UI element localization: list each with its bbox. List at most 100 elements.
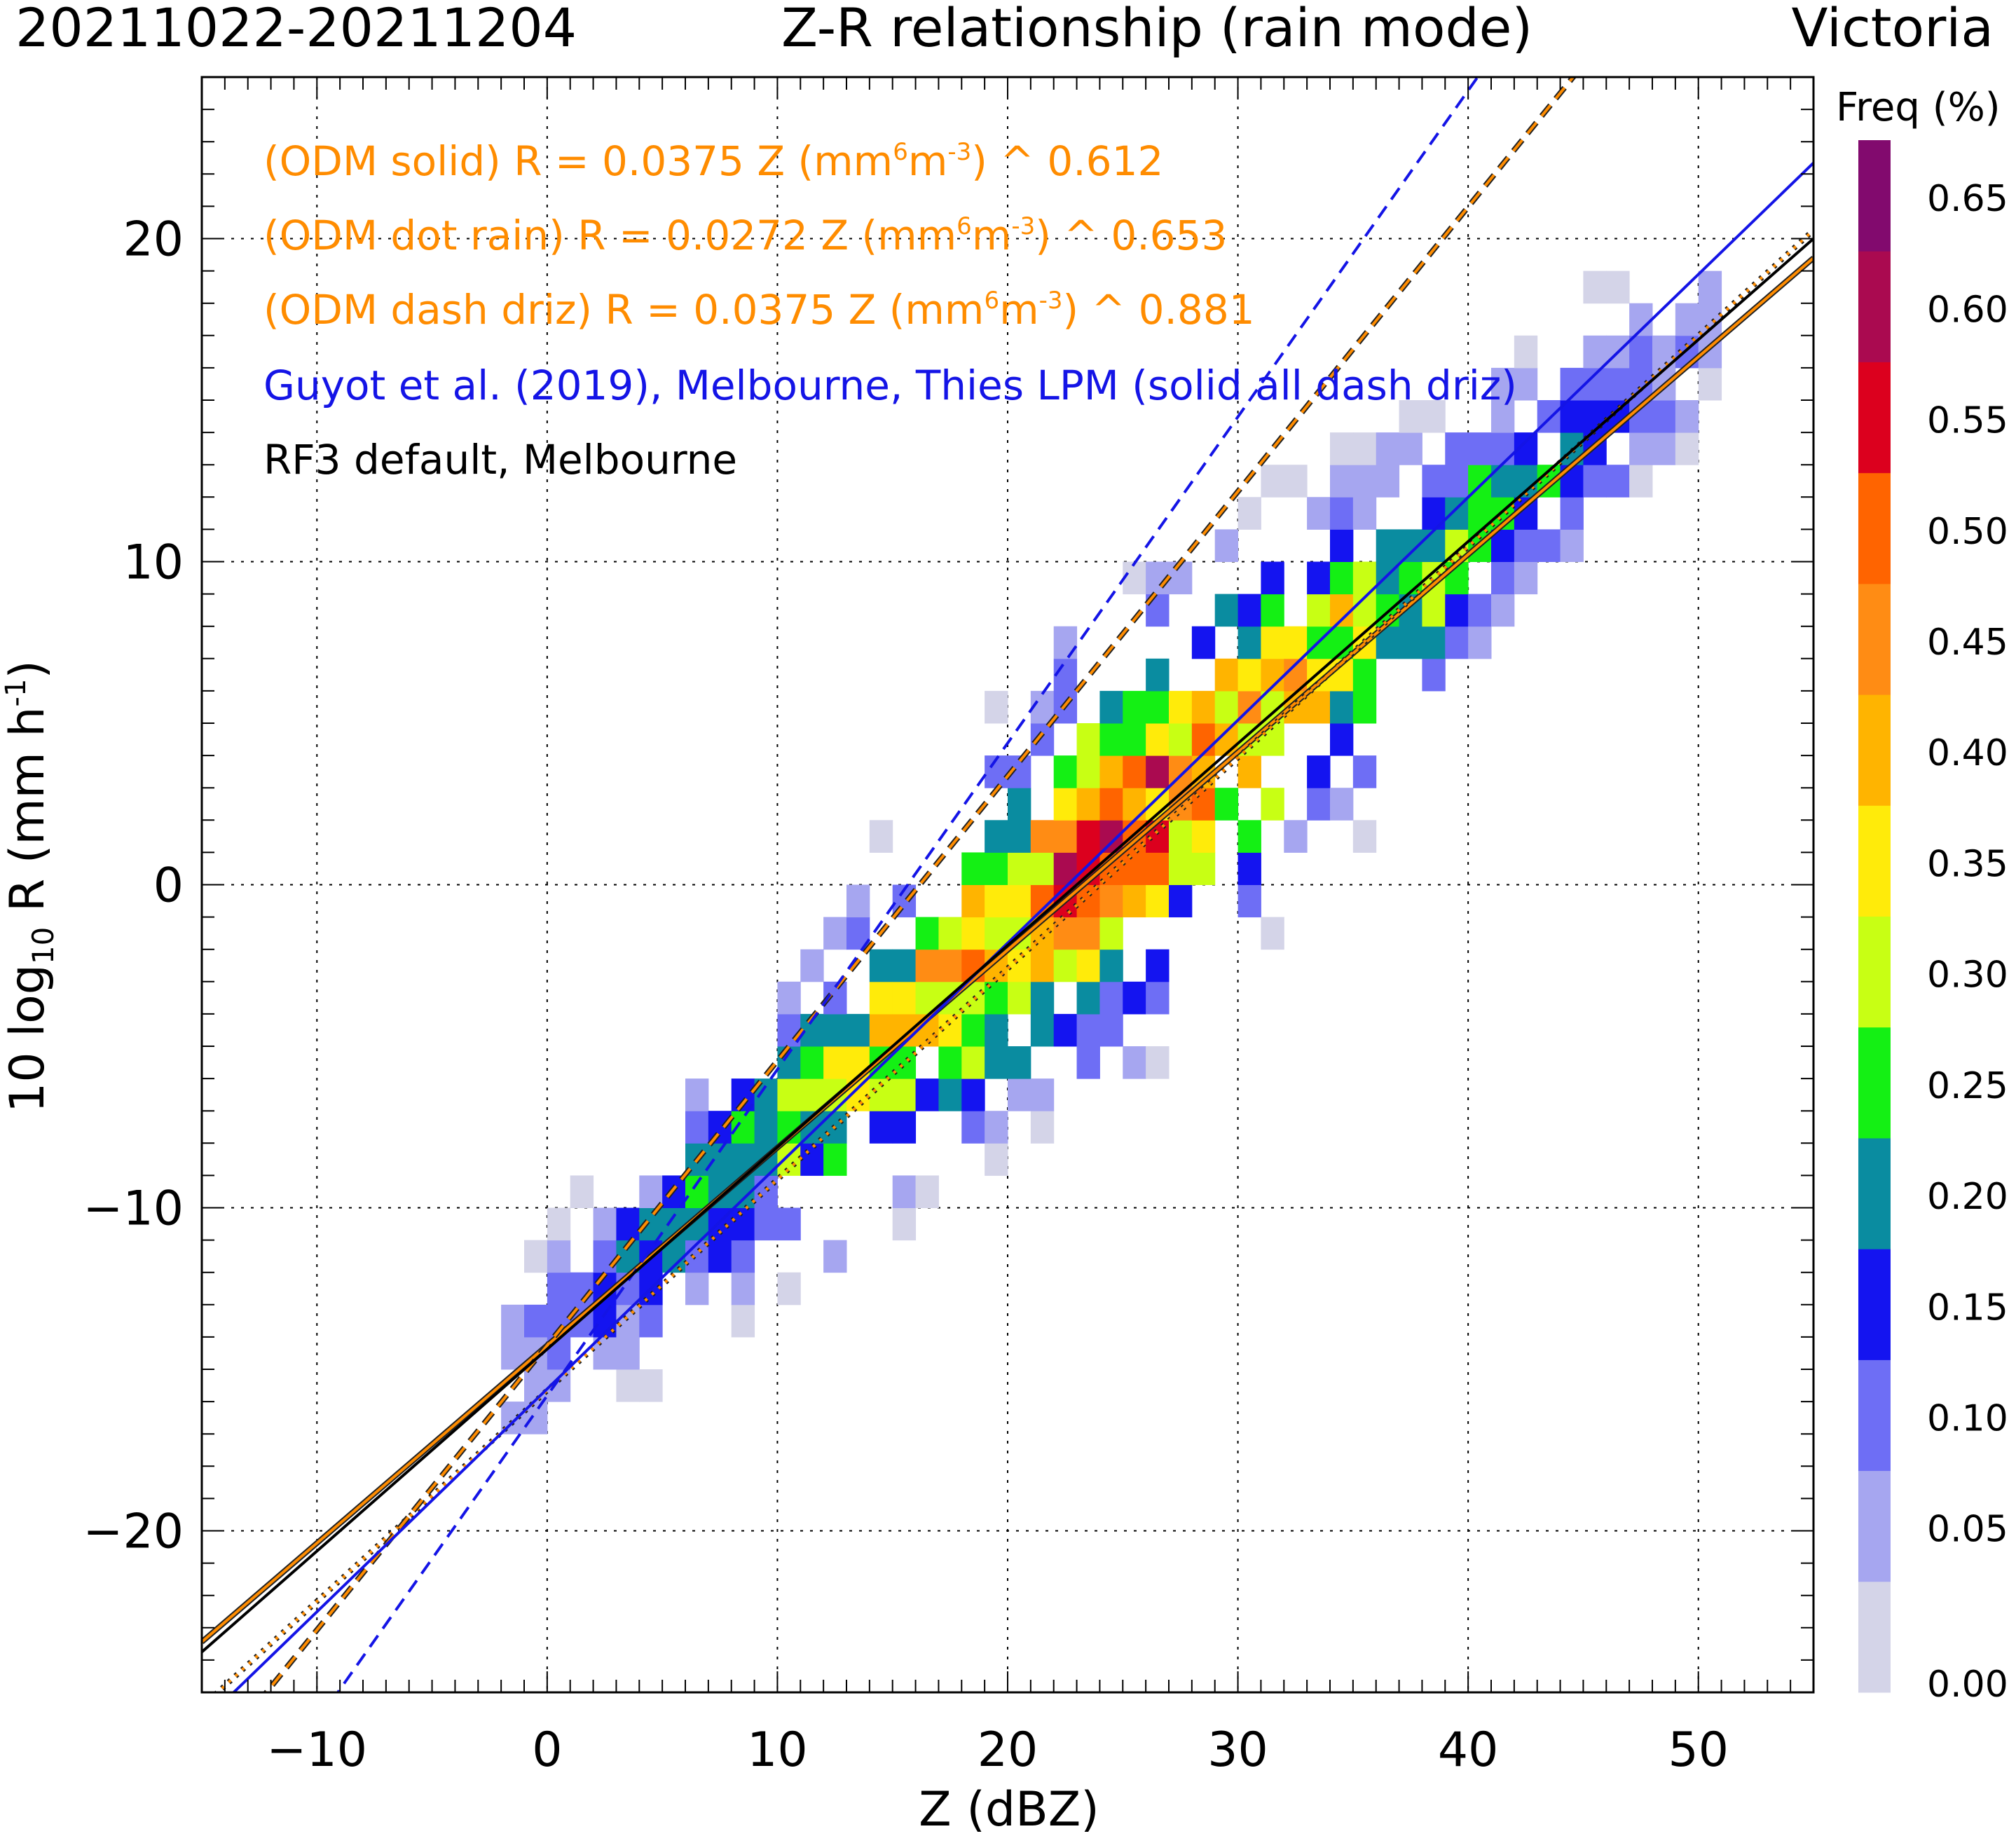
- colorbar-label: 0.20: [1927, 1176, 2008, 1218]
- heatmap-cell: [823, 917, 847, 950]
- heatmap-cell: [1076, 1046, 1100, 1079]
- heatmap-cell: [1030, 1078, 1055, 1111]
- heatmap-cell: [1053, 658, 1078, 692]
- heatmap-cell: [1191, 852, 1216, 885]
- heatmap-cell: [1606, 270, 1630, 304]
- colorbar-swatch: [1858, 1581, 1891, 1693]
- heatmap-cell: [1076, 788, 1100, 821]
- heatmap-cell: [1445, 432, 1469, 465]
- heatmap-cell: [1008, 1046, 1031, 1079]
- annotation-odm-dot-rain: (ODM dot rain) R = 0.0272 Z (mm6m-3) ^ 0…: [263, 212, 1227, 259]
- heatmap-cell: [1560, 497, 1584, 530]
- y-axis-label: 10 log10 R (mm h-1): [0, 660, 60, 1113]
- colorbar-swatch: [1858, 362, 1891, 474]
- heatmap-cell: [1076, 981, 1100, 1015]
- heatmap-cell: [1560, 529, 1584, 562]
- heatmap-cell: [985, 820, 1008, 853]
- heatmap-cell: [1399, 626, 1422, 659]
- heatmap-cell: [1214, 788, 1239, 821]
- heatmap-cell: [593, 1207, 617, 1241]
- heatmap-cell: [1214, 594, 1239, 627]
- heatmap-cell: [1237, 497, 1261, 530]
- fit-line-rf3-default: [202, 238, 1813, 1653]
- heatmap-cell: [1076, 723, 1100, 756]
- colorbar-swatch: [1858, 583, 1891, 695]
- heatmap-cell: [1583, 270, 1607, 304]
- heatmap-cell: [777, 1078, 801, 1111]
- heatmap-cell: [1008, 1078, 1031, 1111]
- heatmap-cell: [985, 1111, 1008, 1144]
- colorbar-label: 0.65: [1927, 178, 2008, 220]
- heatmap-cell: [1123, 690, 1146, 724]
- colorbar-swatch: [1858, 1249, 1891, 1360]
- heatmap-cell: [731, 1240, 755, 1273]
- heatmap-cell: [800, 1078, 824, 1111]
- fit-line-guyot-dash-driz: [336, 77, 1480, 1692]
- heatmap-cell: [1606, 367, 1630, 401]
- heatmap-cell: [985, 917, 1008, 950]
- heatmap-cell: [1146, 852, 1170, 885]
- heatmap-cell: [1008, 788, 1031, 821]
- heatmap-cell: [1422, 465, 1446, 498]
- heatmap-cell: [1030, 949, 1055, 982]
- colorbar-label: 0.35: [1927, 843, 2008, 885]
- heatmap-cell: [892, 981, 917, 1015]
- heatmap-cell: [1352, 432, 1377, 465]
- heatmap-cell: [1169, 561, 1193, 595]
- heatmap-cell: [1445, 465, 1469, 498]
- heatmap-cell: [1008, 820, 1031, 853]
- heatmap-cell: [616, 1369, 640, 1402]
- annotation-layer: (ODM solid) R = 0.0375 Z (mm6m-3) ^ 0.61…: [263, 137, 1517, 484]
- title-site: Victoria: [1792, 0, 1994, 59]
- heatmap-cell: [1261, 917, 1284, 950]
- heatmap-cell: [1076, 917, 1100, 950]
- heatmap-cell: [1237, 852, 1261, 885]
- colorbar-label: 0.25: [1927, 1065, 2008, 1107]
- colorbar-swatch: [1858, 1137, 1891, 1249]
- chart-title: 20211022-20211204 Z-R relationship (rain…: [15, 0, 1994, 59]
- heatmap-cell: [570, 1175, 594, 1208]
- heatmap-cell: [731, 1304, 755, 1338]
- heatmap-cell: [1422, 626, 1446, 659]
- annotation-odm-solid: (ODM solid) R = 0.0375 Z (mm6m-3) ^ 0.61…: [263, 137, 1163, 185]
- heatmap-cell: [1330, 497, 1354, 530]
- heatmap-cell: [1261, 561, 1284, 595]
- heatmap-cell: [869, 1111, 893, 1144]
- heatmap-cell: [547, 1207, 571, 1241]
- heatmap-cell: [1514, 367, 1538, 401]
- heatmap-cell: [1399, 561, 1422, 595]
- heatmap-cell: [1008, 981, 1031, 1015]
- heatmap-cell: [1030, 1111, 1055, 1144]
- heatmap-cell: [1698, 367, 1722, 401]
- heatmap-cell: [1284, 820, 1308, 853]
- heatmap-cell: [1583, 465, 1607, 498]
- heatmap-cell: [961, 884, 985, 918]
- heatmap-cell: [1146, 949, 1170, 982]
- heatmap-cell: [1099, 788, 1123, 821]
- heatmap-cell: [1169, 723, 1193, 756]
- heatmap-cell: [1514, 529, 1538, 562]
- heatmap-cell: [961, 1013, 985, 1047]
- heatmap-cell: [754, 1175, 778, 1208]
- heatmap-cell: [1652, 400, 1676, 433]
- heatmap-cell: [869, 949, 893, 982]
- heatmap-cell: [961, 852, 985, 885]
- heatmap-cell: [1675, 432, 1699, 465]
- heatmap-cell: [1237, 820, 1261, 853]
- heatmap-cell: [1169, 852, 1193, 885]
- heatmap-cell: [892, 1207, 917, 1241]
- heatmap-cell: [1675, 400, 1699, 433]
- heatmap-cell: [1053, 917, 1078, 950]
- heatmap-cell: [892, 1078, 917, 1111]
- heatmap-cell: [1237, 884, 1261, 918]
- heatmap-cell: [1099, 917, 1123, 950]
- colorbar-swatch: [1858, 694, 1891, 806]
- heatmap-cell: [1123, 884, 1146, 918]
- heatmap-cell: [1698, 270, 1722, 304]
- heatmap-cell: [985, 1143, 1008, 1176]
- heatmap-cell: [524, 1304, 548, 1338]
- heatmap-cell: [1491, 367, 1515, 401]
- heatmap-cell: [1169, 820, 1193, 853]
- heatmap-cell: [1123, 561, 1146, 595]
- heatmap-cell: [1053, 1013, 1078, 1047]
